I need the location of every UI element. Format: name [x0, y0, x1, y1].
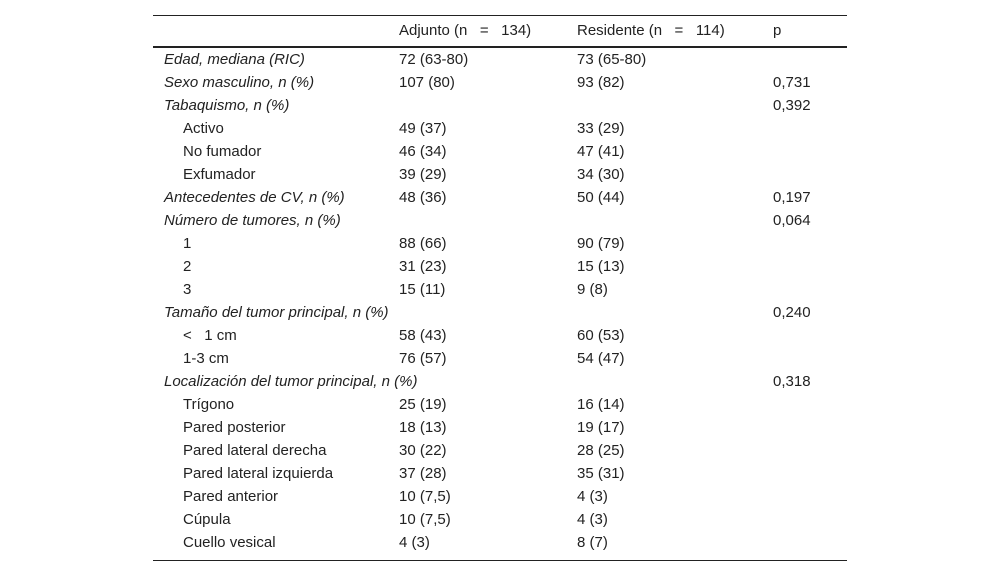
sub-row-label: Pared anterior [183, 488, 279, 505]
sub-row-label: Pared lateral derecha [183, 442, 327, 459]
sub-row-label: Trígono [183, 396, 235, 413]
cell: 34 (30) [577, 166, 625, 183]
sub-row-label: 3 [183, 281, 192, 298]
cell: 46 (34) [399, 143, 447, 160]
row-label: Número de tumores, n (%) [164, 212, 341, 229]
sub-row-label: Pared lateral izquierda [183, 465, 334, 482]
cell: 33 (29) [577, 120, 625, 137]
row-label: Antecedentes de CV, n (%) [164, 189, 345, 206]
top-rule [153, 15, 847, 16]
sub-row-label: 2 [183, 258, 192, 275]
cell: 0,240 [773, 304, 811, 321]
cell: 48 (36) [399, 189, 447, 206]
cell: 88 (66) [399, 235, 447, 252]
row-label: Tabaquismo, n (%) [164, 97, 290, 114]
row-label: Tamaño del tumor principal, n (%) [164, 304, 389, 321]
column-header: p [773, 22, 782, 39]
sub-row-label: Pared posterior [183, 419, 286, 436]
cell: 0,318 [773, 373, 811, 390]
cell: 54 (47) [577, 350, 625, 367]
cell: 15 (13) [577, 258, 625, 275]
cell: 39 (29) [399, 166, 447, 183]
cell: 0,197 [773, 189, 811, 206]
cell: 10 (7,5) [399, 511, 451, 528]
bottom-rule [153, 560, 847, 561]
cell: 4 (3) [577, 488, 608, 505]
sub-row-label: Exfumador [183, 166, 256, 183]
cell: 19 (17) [577, 419, 625, 436]
sub-row-label: 1-3 cm [183, 350, 229, 367]
row-label: Localización del tumor principal, n (%) [164, 373, 418, 390]
cell: 0,392 [773, 97, 811, 114]
cell: 16 (14) [577, 396, 625, 413]
row-label: Sexo masculino, n (%) [164, 74, 315, 91]
cell: 18 (13) [399, 419, 447, 436]
sub-row-label: No fumador [183, 143, 262, 160]
cell: 107 (80) [399, 74, 455, 91]
sub-row-label: Cúpula [183, 511, 231, 528]
column-header: Residente (n = 114) [577, 22, 725, 39]
cell: 72 (63-80) [399, 51, 469, 68]
cell: 4 (3) [577, 511, 608, 528]
cell: 35 (31) [577, 465, 625, 482]
cell: 0,064 [773, 212, 811, 229]
cell: 50 (44) [577, 189, 625, 206]
cell: 28 (25) [577, 442, 625, 459]
cell: 76 (57) [399, 350, 447, 367]
cell: 73 (65-80) [577, 51, 647, 68]
sub-row-label: Activo [183, 120, 224, 137]
cell: 0,731 [773, 74, 811, 91]
sub-row-label: < 1 cm [183, 327, 237, 344]
row-label: Edad, mediana (RIC) [164, 51, 305, 68]
cell: 30 (22) [399, 442, 447, 459]
column-header: Adjunto (n = 134) [399, 22, 532, 39]
sub-row-label: 1 [183, 235, 192, 252]
cell: 9 (8) [577, 281, 608, 298]
cell: 60 (53) [577, 327, 625, 344]
cell: 25 (19) [399, 396, 447, 413]
cell: 15 (11) [399, 281, 446, 298]
cell: 37 (28) [399, 465, 447, 482]
cell: 4 (3) [399, 534, 430, 551]
cell: 47 (41) [577, 143, 625, 160]
cell: 8 (7) [577, 534, 608, 551]
header-rule [153, 46, 847, 48]
cell: 10 (7,5) [399, 488, 451, 505]
cell: 49 (37) [399, 120, 447, 137]
cell: 93 (82) [577, 74, 625, 91]
cell: 58 (43) [399, 327, 447, 344]
cell: 31 (23) [399, 258, 447, 275]
sub-row-label: Cuello vesical [183, 534, 276, 551]
cell: 90 (79) [577, 235, 625, 252]
